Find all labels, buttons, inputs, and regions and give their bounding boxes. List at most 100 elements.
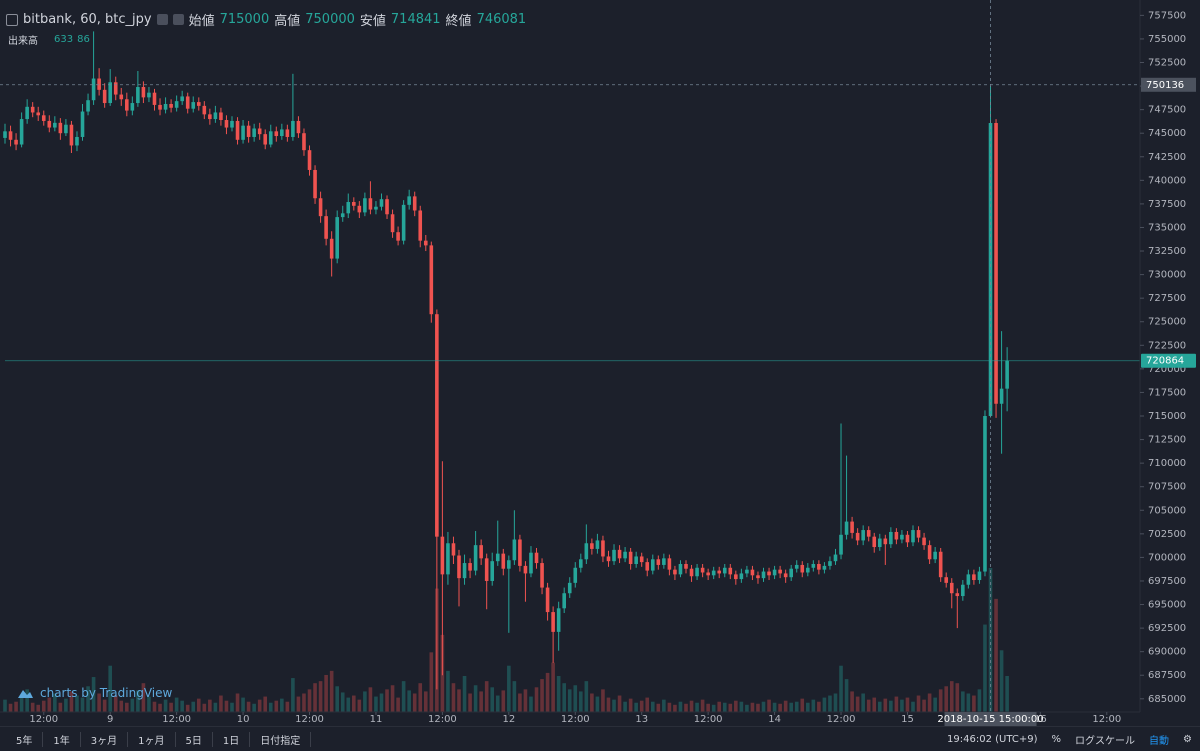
volume-bar <box>944 686 949 712</box>
candle-body <box>163 103 168 110</box>
candle-body <box>484 558 489 581</box>
collapse-icon[interactable] <box>6 13 18 26</box>
volume-bar <box>839 665 843 712</box>
volume-bar <box>340 692 345 712</box>
branding[interactable]: charts by TradingView <box>16 686 172 700</box>
auto-button[interactable]: 自動 <box>1149 736 1170 747</box>
x-tick-label: 16 <box>1034 714 1047 725</box>
volume-bar <box>141 683 146 712</box>
candle-body <box>390 214 395 233</box>
low-label: 安値 <box>359 14 386 29</box>
percent-button[interactable]: % <box>1051 734 1062 745</box>
last-price-label: 720864 <box>1146 356 1184 367</box>
candle-body <box>562 593 566 609</box>
candle-body <box>800 564 805 573</box>
candle-body <box>673 569 677 575</box>
range-button[interactable]: 1日 <box>213 732 251 747</box>
volume-bar <box>268 702 273 712</box>
volume-bar <box>800 698 805 712</box>
candle-body <box>861 530 865 541</box>
candle-body <box>340 213 345 218</box>
candle-body <box>180 96 184 102</box>
volume-bar <box>296 696 301 712</box>
candle-body <box>108 82 112 104</box>
candle-body <box>357 205 362 213</box>
volume-bar <box>562 683 566 712</box>
candle-body <box>241 125 245 140</box>
range-button[interactable]: 1ヶ月 <box>128 732 176 747</box>
y-tick-label: 730000 <box>1148 270 1186 281</box>
candle-body <box>102 89 107 104</box>
candle-body <box>479 545 483 559</box>
volume-bar <box>53 693 57 712</box>
candle-body <box>922 537 926 546</box>
candle-body <box>728 567 733 575</box>
candle-body <box>822 565 827 570</box>
candle-body <box>363 198 367 213</box>
volume-bar <box>224 700 229 712</box>
settings-button[interactable]: ⚙ <box>1183 734 1192 745</box>
candle-body <box>174 101 179 108</box>
volume-bar <box>540 679 544 712</box>
volume-bar <box>645 697 650 712</box>
volume-bar <box>36 704 41 712</box>
y-tick-label: 725000 <box>1148 317 1186 328</box>
volume-bar <box>684 703 688 712</box>
range-button[interactable]: 5年 <box>6 732 44 747</box>
volume-bar <box>219 695 223 712</box>
range-button[interactable]: 3ヶ月 <box>81 732 129 747</box>
volume-value: 633 <box>54 34 74 45</box>
volume-bar <box>900 699 904 712</box>
x-tick-label: 12:00 <box>561 714 590 725</box>
volume-bar <box>379 693 384 712</box>
candle-body <box>313 169 317 199</box>
volume-bar <box>861 693 865 712</box>
close-value: 746081 <box>476 12 527 27</box>
candle-body <box>783 573 788 578</box>
volume-bar <box>396 697 400 712</box>
volume-bar <box>573 685 578 712</box>
volume-bar <box>695 702 699 712</box>
range-button[interactable]: 日付指定 <box>250 732 312 747</box>
range-button[interactable]: 5日 <box>176 732 213 747</box>
volume-bar <box>473 685 478 712</box>
range-button[interactable]: 1年 <box>43 732 81 747</box>
candle-body <box>1005 360 1009 389</box>
settings-icon[interactable] <box>172 14 184 25</box>
candle-body <box>230 120 234 128</box>
candle-body <box>246 125 251 137</box>
eye-icon[interactable] <box>156 14 168 25</box>
candle-body <box>756 575 760 579</box>
volume-bar <box>883 698 888 712</box>
candle-body <box>252 128 256 137</box>
log-scale-button[interactable]: ログスケール <box>1075 736 1136 747</box>
candle-body <box>999 388 1004 404</box>
y-tick-label: 732500 <box>1148 246 1186 257</box>
volume-bar <box>446 670 450 712</box>
candle-body <box>966 574 971 585</box>
volume-bar <box>346 697 351 712</box>
x-tick-label: 14 <box>768 714 781 725</box>
candle-body <box>346 202 351 214</box>
volume-bar <box>91 677 96 712</box>
y-tick-label: 710000 <box>1148 458 1186 469</box>
candle-body <box>324 216 328 239</box>
candle-body <box>994 123 998 404</box>
volume-bar <box>202 703 207 712</box>
volume-bar <box>374 696 378 712</box>
candle-body <box>545 587 550 613</box>
candle-body <box>656 559 661 565</box>
candle-body <box>274 131 279 137</box>
candle-body <box>745 569 749 574</box>
volume-bar <box>136 690 140 712</box>
candle-body <box>368 198 373 210</box>
candle-body <box>202 105 207 115</box>
candle-body <box>257 128 262 135</box>
candle-layer <box>3 31 1140 690</box>
toolbar-right: 19:46:02 (UTC+9) % ログスケール 自動 ⚙ <box>947 732 1192 747</box>
volume-bar <box>817 701 821 712</box>
volume-bar <box>711 704 716 712</box>
volume-bar <box>966 693 971 712</box>
low-value: 714841 <box>390 12 441 27</box>
